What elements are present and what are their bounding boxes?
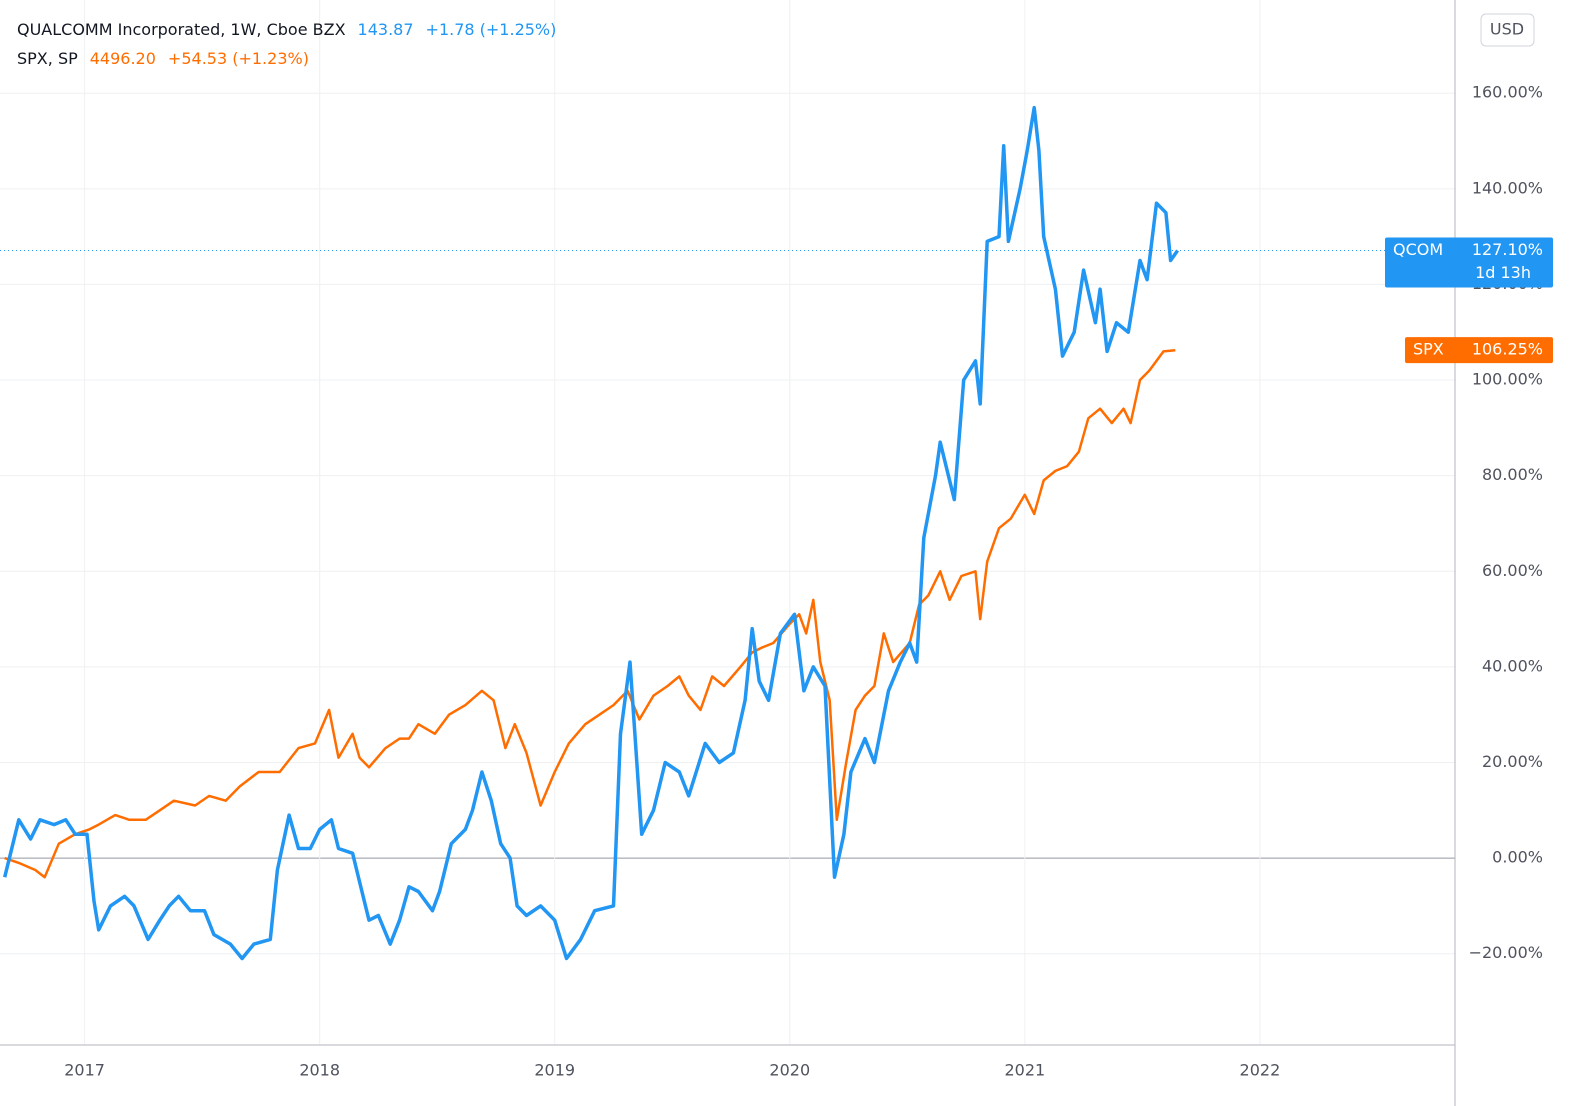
y-tick-label: 0.00% (1492, 848, 1543, 867)
y-tick-label: 80.00% (1482, 465, 1543, 484)
currency-button[interactable] (1480, 13, 1535, 47)
currency: USD (1490, 20, 1524, 39)
y-tick-label: 160.00% (1472, 83, 1543, 102)
x-tick-label: 2018 (299, 1061, 340, 1080)
price-label-value: 106.25% (1472, 340, 1543, 359)
y-tick-label: −20.00% (1469, 943, 1543, 962)
legend-change: +54.53 (+1.23%) (168, 49, 309, 68)
legend-change: +1.78 (+1.25%) (426, 20, 557, 39)
x-tick-label: 2017 (64, 1061, 105, 1080)
series-line (3, 105, 1180, 961)
price-label-name: QCOM (1393, 240, 1443, 259)
grid-layer (0, 0, 1455, 1045)
price-label-box (1405, 337, 1553, 364)
legend-row: SPX, SP 4496.20 +54.53 (+1.23%) (17, 49, 309, 68)
legend-price: 4496.20 (90, 49, 156, 68)
price-label-box (1385, 237, 1553, 288)
y-tick-label: 140.00% (1472, 178, 1543, 197)
legend-title: QUALCOMM Incorporated, 1W, Cboe BZX (17, 20, 346, 39)
price-label-countdown: 1d 13h (1475, 263, 1531, 282)
legend-price: 143.87 (358, 20, 414, 39)
x-tick-label: 2020 (769, 1061, 810, 1080)
series-line (4, 348, 1176, 879)
y-tick-label: 60.00% (1482, 561, 1543, 580)
price-label-value: 127.10% (1472, 240, 1543, 259)
y-tick-label: 20.00% (1482, 752, 1543, 771)
legend-row: QUALCOMM Incorporated, 1W, Cboe BZX 143.8… (17, 20, 556, 39)
x-tick-label: 2021 (1004, 1061, 1045, 1080)
y-tick-label: 100.00% (1472, 370, 1543, 389)
price-label-name: SPX (1413, 340, 1444, 359)
x-tick-label: 2022 (1240, 1061, 1281, 1080)
x-tick-label: 2019 (534, 1061, 575, 1080)
y-tick-label: 40.00% (1482, 656, 1543, 675)
legend-title: SPX, SP (17, 49, 78, 68)
